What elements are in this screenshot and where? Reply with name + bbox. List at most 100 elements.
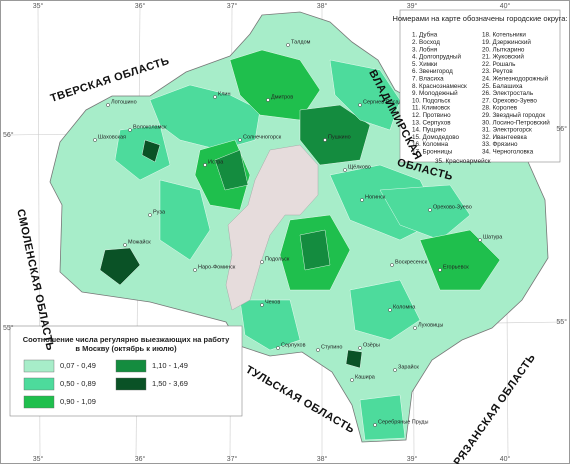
district-item: 9. Молодежный [412, 89, 458, 97]
lon-label: 39° [407, 2, 418, 10]
city-dot [428, 208, 432, 212]
legend-label: 1,50 - 3,69 [152, 379, 188, 388]
city-dot [316, 348, 320, 352]
district-item: 5. Химки [412, 61, 438, 68]
city-name: Шатура [483, 234, 503, 240]
district-item: 2. Восход [412, 39, 440, 46]
district-item: 23. Реутов [482, 68, 513, 75]
legend-swatch [115, 359, 147, 373]
city-dot [413, 326, 417, 330]
city-name: Ногинск [365, 194, 386, 200]
city-dot [358, 346, 362, 350]
city-name: Озёры [363, 342, 380, 348]
district-item: 15. Домодедово [412, 134, 460, 141]
lat-label: 56° [556, 125, 567, 133]
city-dot [203, 163, 207, 167]
lon-label: 38° [317, 2, 328, 10]
city-dot [478, 238, 482, 242]
legend-swatch [23, 359, 55, 373]
district-item: 34. Черноголовка [482, 148, 534, 155]
legend: 0,07 - 0,49 0,50 - 0,89 0,90 - 1,09 1,10 - … [23, 359, 188, 409]
city-name: Серпухов [281, 342, 306, 348]
district-item: 11. Климовск [412, 105, 450, 112]
city-dot [373, 423, 377, 427]
lon-label: 37° [227, 2, 238, 10]
city-dot [393, 368, 397, 372]
city-dot [286, 43, 290, 47]
city-name: Сергиев Посад [363, 99, 402, 105]
lon-label: 39° [407, 455, 418, 463]
district-item: 13. Серпухов [412, 119, 451, 126]
district-item: 10. Подольск [412, 97, 451, 104]
city-dot [260, 260, 264, 264]
district-item: 31. Электрогорск [482, 127, 532, 134]
district-item: 28. Королев [482, 105, 518, 112]
lon-label: 38° [317, 455, 328, 463]
city-name: Луховицы [418, 322, 443, 328]
district-item: 4. Долгопрудный [412, 53, 461, 61]
lon-label: 35° [33, 2, 44, 10]
city-dot [213, 95, 217, 99]
district-item: 1. Дубна [412, 31, 438, 39]
district-item: 8. Краснознаменск [412, 83, 467, 90]
city-name: Солнечногорск [243, 134, 282, 140]
city-dot [343, 168, 347, 172]
lon-label: 40° [500, 455, 511, 463]
city-name: Клин [218, 91, 231, 97]
districts-box [399, 9, 561, 163]
city-dot [128, 128, 132, 132]
district-item: 26. Электросталь [482, 90, 534, 97]
lon-label: 36° [135, 455, 146, 463]
district-item: 35. Красноармейск [435, 157, 491, 165]
city-name: Пушкино [328, 134, 351, 140]
moscow-city [225, 144, 319, 311]
lat-label: 55° [556, 318, 567, 326]
districts-header: Номерами на карте обозначены городские о… [392, 14, 567, 23]
city-name: Наро-Фоминск [198, 264, 236, 270]
city-dot [238, 138, 242, 142]
lon-label: 35° [33, 455, 44, 463]
district-item: 30. Лосино-Петровский [482, 118, 550, 126]
city-name: Кашира [355, 374, 376, 380]
city-name: Подольск [265, 256, 290, 262]
district-patches [99, 49, 501, 441]
district-item: 16. Коломна [412, 141, 449, 148]
city-dot [266, 98, 270, 102]
district-item: 29. Звездный городок [482, 111, 545, 119]
city-name: Чехов [265, 299, 280, 305]
city-name: Орехово-Зуево [433, 204, 472, 210]
city-name: Можайск [128, 238, 151, 245]
legend-swatch [23, 395, 55, 409]
city-dot [358, 103, 362, 107]
district-item: 6. Звенигород [412, 68, 453, 75]
city-name: Лотошино [111, 99, 137, 105]
city-name: Воскресенск [395, 259, 428, 265]
city-name: Волоколамск [133, 124, 167, 130]
city-dot [390, 263, 394, 267]
lon-label: 40° [500, 2, 511, 10]
district-item: 21. Жуковский [482, 53, 524, 61]
cities: Талдом Дмитров Клин Сергиев Посад Лотошино Ша… [93, 39, 503, 427]
lon-label: 36° [135, 2, 146, 10]
district-item: 17. Бронницы [412, 148, 453, 155]
legend-label: 1,10 - 1,49 [152, 361, 188, 370]
city-dot [350, 378, 354, 382]
city-name: Зарайск [398, 363, 419, 370]
district-item: 20. Лыткарино [482, 46, 525, 53]
legend-label: 0,07 - 0,49 [60, 361, 96, 370]
lon-label: 37° [227, 455, 238, 463]
district-item: 22. Рошаль [482, 61, 516, 68]
district-item: 19. Дзержинский [482, 38, 531, 46]
district-item: 33. Фрязино [482, 141, 518, 148]
city-name: Серебряные Пруды [378, 419, 429, 425]
city-dot [276, 346, 280, 350]
city-name: Истра [208, 159, 224, 165]
district-item: 7. Власиха [412, 75, 444, 82]
city-dot [193, 268, 197, 272]
lat-label: 56° [3, 131, 14, 139]
coordinates: 35° 35° 36° 36° 37° 37° 38° 38° 39° 39° 40° 40° 56° 5… [3, 2, 567, 463]
district-item: 25. Балашиха [482, 83, 523, 90]
city-name: Коломна [393, 304, 416, 310]
district-item: 12. Протвино [412, 112, 451, 119]
